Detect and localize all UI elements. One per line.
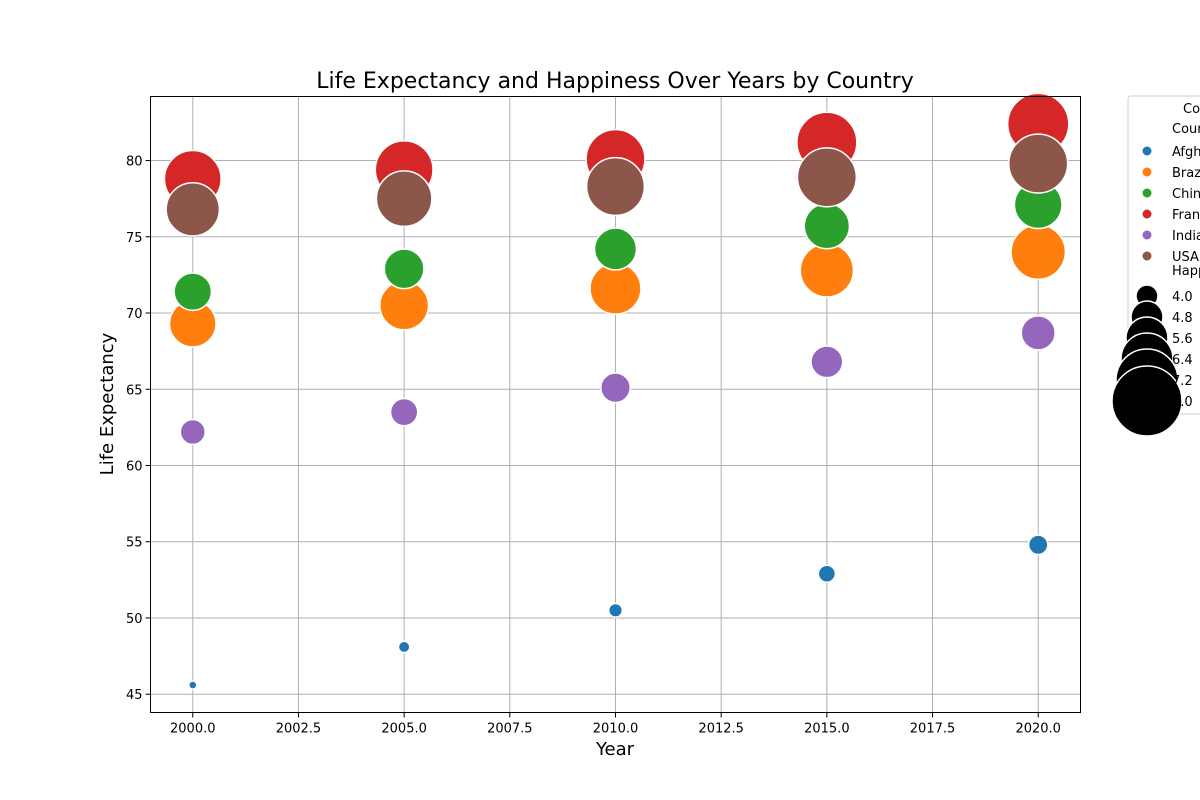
legend-hue-entries: Afgh Braz Chin Fran India USA — [1141, 145, 1200, 265]
legend-size-marker — [1111, 365, 1183, 437]
chart-title: Life Expectancy and Happiness Over Years… — [316, 69, 913, 94]
data-point-usa — [375, 170, 433, 228]
legend-size-label: 4.8 — [1172, 311, 1193, 326]
legend-marker — [1141, 250, 1153, 262]
x-tick-label: 2005.0 — [381, 722, 427, 737]
legend-size-label: 5.6 — [1172, 332, 1193, 347]
data-point-india — [1020, 315, 1056, 351]
legend-size-title: Happ — [1172, 264, 1200, 279]
data-point-braz — [589, 262, 642, 315]
data-point-usa — [165, 181, 221, 237]
legend-marker — [1141, 229, 1153, 241]
data-point-chin — [593, 227, 638, 271]
data-point-usa — [796, 147, 858, 208]
data-point-india — [179, 418, 206, 446]
data-points — [163, 92, 1070, 690]
data-point-india — [810, 345, 844, 379]
data-point-india — [389, 397, 419, 427]
y-tick-label: 55 — [126, 536, 143, 551]
legend-size-label: 6.4 — [1172, 353, 1193, 368]
legend-size-label: 4.0 — [1172, 290, 1193, 305]
legend-label: Chin — [1172, 187, 1200, 202]
data-point-afgh — [188, 680, 198, 690]
y-tick-label: 65 — [126, 383, 143, 398]
legend-marker — [1141, 187, 1153, 199]
legend-label: Afgh — [1172, 145, 1200, 160]
y-tick-label: 75 — [126, 231, 143, 246]
x-tick-label: 2010.0 — [593, 722, 639, 737]
legend-marker — [1141, 145, 1153, 157]
legend-title: Co — [1183, 102, 1200, 117]
data-point-chin — [173, 272, 213, 312]
data-point-braz — [799, 242, 855, 298]
data-point-afgh — [817, 564, 837, 584]
data-point-usa — [585, 156, 646, 217]
data-point-usa — [1008, 133, 1069, 194]
legend-size-label: 8.0 — [1172, 395, 1193, 410]
data-point-chin — [383, 248, 425, 290]
x-tick-label: 2007.5 — [487, 722, 533, 737]
data-point-braz — [1010, 224, 1067, 280]
x-tick-label: 2012.5 — [698, 722, 744, 737]
data-point-chin — [803, 202, 851, 250]
legend-size-label: 7.2 — [1172, 374, 1193, 389]
y-tick-label: 80 — [126, 155, 143, 170]
x-axis-ticks: 2000.0 2002.5 2005.0 2007.5 2010.0 2012.5 2015… — [170, 712, 1061, 737]
legend-hue-title: Coun — [1172, 122, 1200, 137]
y-axis-label: Life Expectancy — [97, 332, 118, 475]
x-tick-label: 2017.5 — [910, 722, 956, 737]
legend-label: USA — [1172, 250, 1199, 265]
legend-label: Braz — [1172, 166, 1200, 181]
y-tick-label: 50 — [126, 612, 143, 627]
data-point-afgh — [1027, 534, 1049, 556]
y-tick-label: 70 — [126, 307, 143, 322]
x-tick-label: 2020.0 — [1015, 722, 1061, 737]
legend: Co Coun Afgh Braz Chin Fran India USA Happ 4.… — [1111, 95, 1200, 437]
legend-size-entries: 4.0 4.8 5.6 6.4 7.2 8.0 — [1111, 284, 1193, 437]
legend-label: Fran — [1172, 208, 1200, 223]
x-axis-label: Year — [595, 739, 635, 760]
data-point-afgh — [397, 640, 411, 654]
x-tick-label: 2000.0 — [170, 722, 216, 737]
y-tick-label: 45 — [126, 688, 143, 703]
data-point-india — [600, 372, 631, 404]
x-tick-label: 2015.0 — [804, 722, 850, 737]
legend-label: India — [1172, 229, 1200, 244]
y-tick-label: 60 — [126, 459, 143, 474]
x-tick-label: 2002.5 — [276, 722, 322, 737]
y-axis-ticks: 45 50 55 60 65 70 75 80 — [126, 155, 151, 703]
data-point-afgh — [607, 602, 624, 618]
legend-marker — [1141, 166, 1153, 178]
legend-marker — [1141, 208, 1153, 220]
